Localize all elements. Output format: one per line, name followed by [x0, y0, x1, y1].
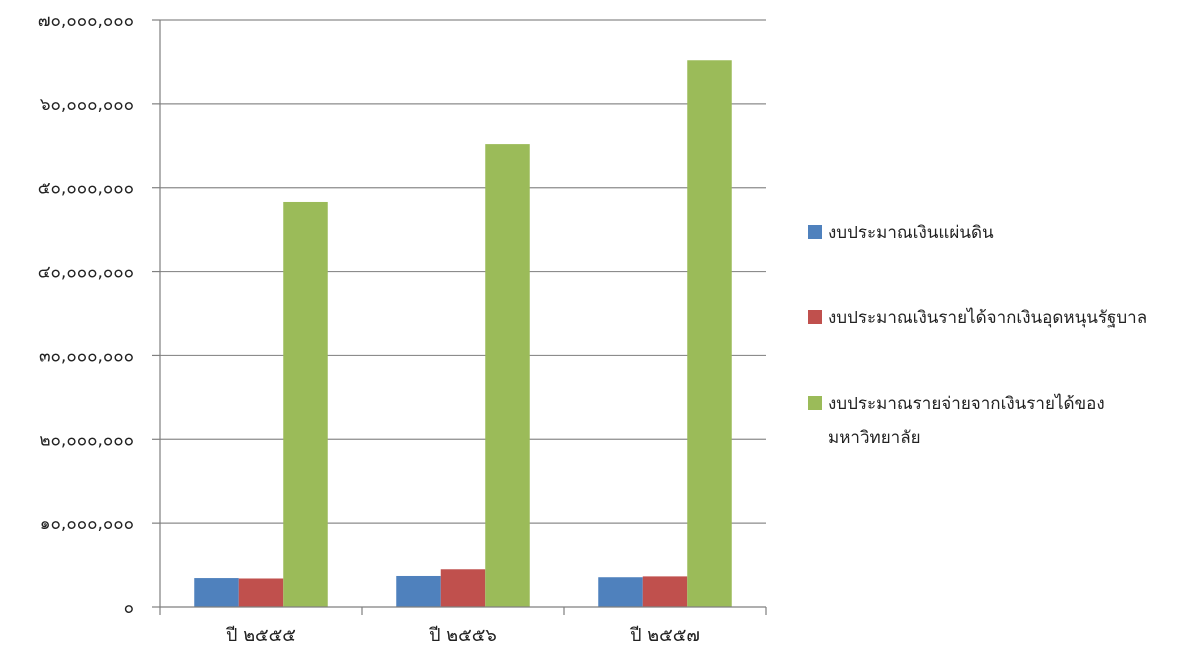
legend-label: งบประมาณรายจ่ายจากเงินรายได้ของ: [828, 393, 1105, 414]
bar-series-1-cat-3: [598, 577, 643, 607]
y-tick-label: ๓๐,๐๐๐,๐๐๐: [39, 346, 134, 366]
y-tick-label: ๗๐,๐๐๐,๐๐๐: [38, 11, 134, 31]
x-tick-label: ปี ๒๕๕๗: [630, 625, 700, 646]
y-tick-label: ๖๐,๐๐๐,๐๐๐: [40, 95, 134, 115]
x-tick-label: ปี ๒๕๕๖: [429, 625, 497, 646]
y-tick-label: ๔๐,๐๐๐,๐๐๐: [38, 263, 134, 283]
bar-series-1-cat-1: [194, 578, 239, 607]
legend-label: งบประมาณเงินแผ่นดิน: [828, 223, 994, 243]
bar-series-2-cat-1: [238, 578, 284, 607]
legend-swatch: [808, 396, 822, 410]
bar-series-3-cat-2: [485, 144, 530, 607]
bar-series-2-cat-3: [642, 576, 688, 607]
bars: [194, 60, 732, 608]
bar-series-3-cat-3: [687, 60, 732, 608]
gridlines: [160, 19, 766, 524]
bar-series-2-cat-2: [440, 569, 486, 607]
bar-series-3-cat-1: [283, 201, 328, 607]
axes: [152, 19, 767, 615]
y-tick-label: ๒๐,๐๐๐,๐๐๐: [39, 430, 134, 450]
y-tick-label: ๕๐,๐๐๐,๐๐๐: [38, 179, 134, 199]
bar-series-1-cat-2: [396, 575, 441, 607]
x-tick-labels: ปี ๒๕๕๕ ปี ๒๕๕๖ ปี ๒๕๕๗: [226, 625, 700, 646]
legend-swatch: [808, 225, 822, 239]
y-tick-labels: ๐ ๑๐,๐๐๐,๐๐๐ ๒๐,๐๐๐,๐๐๐ ๓๐,๐๐๐,๐๐๐ ๔๐,๐๐๐,๐๐…: [38, 11, 134, 618]
y-tick-label: ๐: [124, 598, 134, 618]
legend-label: งบประมาณเงินรายได้จากเงินอุดหนุนรัฐบาล: [828, 307, 1147, 328]
y-tick-label: ๑๐,๐๐๐,๐๐๐: [40, 514, 134, 534]
legend-label: มหาวิทยาลัย: [828, 428, 921, 448]
x-tick-label: ปี ๒๕๕๕: [226, 625, 296, 646]
legend-swatch: [808, 310, 822, 324]
legend: งบประมาณเงินแผ่นดินงบประมาณเงินรายได้จาก…: [808, 223, 1147, 448]
